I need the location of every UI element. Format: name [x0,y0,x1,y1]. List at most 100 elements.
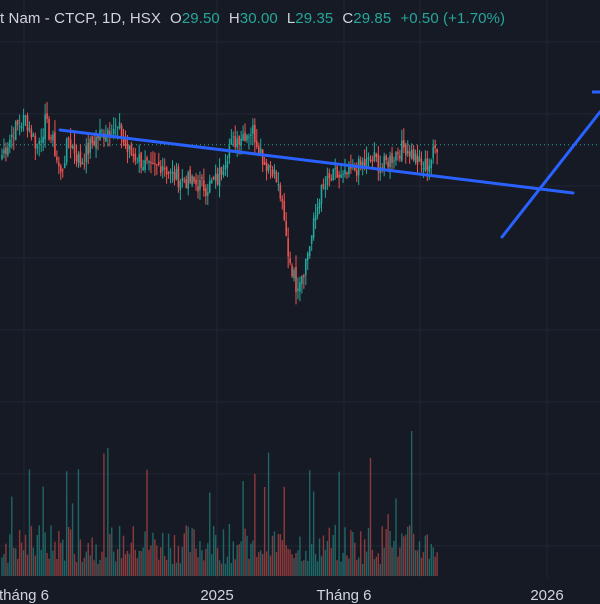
volume-bar [44,532,46,576]
candle-body [297,288,299,291]
candle-body [383,156,385,170]
candle-body [387,161,389,168]
candle-body [197,186,199,192]
candle-body [273,169,276,174]
volume-bar [146,469,148,576]
volume-bar [348,558,350,576]
candle-body [308,246,311,257]
candle-body [344,169,346,174]
candle-body [271,169,274,177]
candle-body [230,138,233,145]
volume-bar [383,547,385,576]
volume-bar [291,554,293,576]
candle-body [426,158,429,170]
candle-body [320,185,323,204]
candle-body [261,149,264,165]
candle-body [95,136,97,149]
candle-body [279,184,282,199]
trendlines[interactable] [58,90,600,239]
candle-body [210,179,213,184]
volume-bar [91,537,93,576]
candle-body [109,130,111,136]
volume-bar [93,560,95,576]
volume-bar [236,545,238,576]
candle-body [105,135,107,142]
candle-body [191,175,193,185]
volume-bar [165,559,168,576]
candle-body [267,165,270,171]
volume-bar [32,547,35,576]
volume-bar [124,554,127,576]
candle-body [158,162,160,165]
candle-body [159,166,162,174]
volume-bar [11,496,13,576]
volume-bar [314,554,317,576]
volume-bar [283,486,285,576]
candle-body [291,265,293,277]
volume-bar [424,535,427,576]
candle-body [116,126,119,129]
volume-bar [228,524,231,576]
candle-body [150,161,152,164]
candle-body [385,155,387,161]
candle-body [305,258,307,275]
volume-bar [163,555,166,576]
breakout-trendline[interactable] [500,110,600,239]
candle-body [330,178,333,181]
candle-body [132,153,135,157]
candle-body [65,138,68,163]
candle-body [236,138,238,148]
volume-bar [295,552,297,576]
candle-body [177,166,180,187]
volume-bar [46,552,48,576]
volume-bar [199,541,201,576]
volume-bar [342,552,344,576]
candle-body [77,153,80,163]
volume-bar [52,550,54,576]
candle-body [91,136,93,144]
candle-body [171,171,174,174]
candle-body [301,276,303,285]
candle-body [214,173,217,181]
resistance-trendline[interactable] [58,128,575,195]
x-tick-label-3: Tháng 6 [316,587,372,604]
volume-bar [263,487,266,576]
volume-bar [144,531,146,576]
volume-bar [40,549,42,576]
volume-bar [38,525,40,576]
volume-bar [114,561,117,576]
volume-bar [336,560,338,576]
candle-body [399,155,401,159]
volume-bar [207,543,209,576]
candle-body [138,154,140,162]
volume-bar [99,560,101,576]
candle-body [181,177,184,181]
volume-bar [277,533,280,576]
volume-bar [340,561,342,576]
volume-bar [79,539,82,576]
volume-bar [389,530,391,576]
candle-body [322,183,325,187]
volume-bar [328,527,331,576]
volume-bar [420,557,423,576]
candle-body [395,152,397,161]
candle-body [246,135,248,141]
volume-bar [410,431,413,576]
candle-body [5,147,7,154]
candle-body [224,165,227,171]
volume-bar [307,560,309,576]
candle-body [140,152,142,168]
volume-bar [156,545,158,576]
candle-body [306,253,309,261]
volume-bar [69,529,72,576]
candle-body [154,163,156,165]
candle-body [416,155,419,165]
candle-body [205,188,207,197]
volume-bar [58,530,60,576]
volume-bar [126,550,129,576]
candle-body [295,266,297,293]
candle-body [148,160,150,163]
candle-body [289,258,291,263]
candle-body [222,171,225,176]
